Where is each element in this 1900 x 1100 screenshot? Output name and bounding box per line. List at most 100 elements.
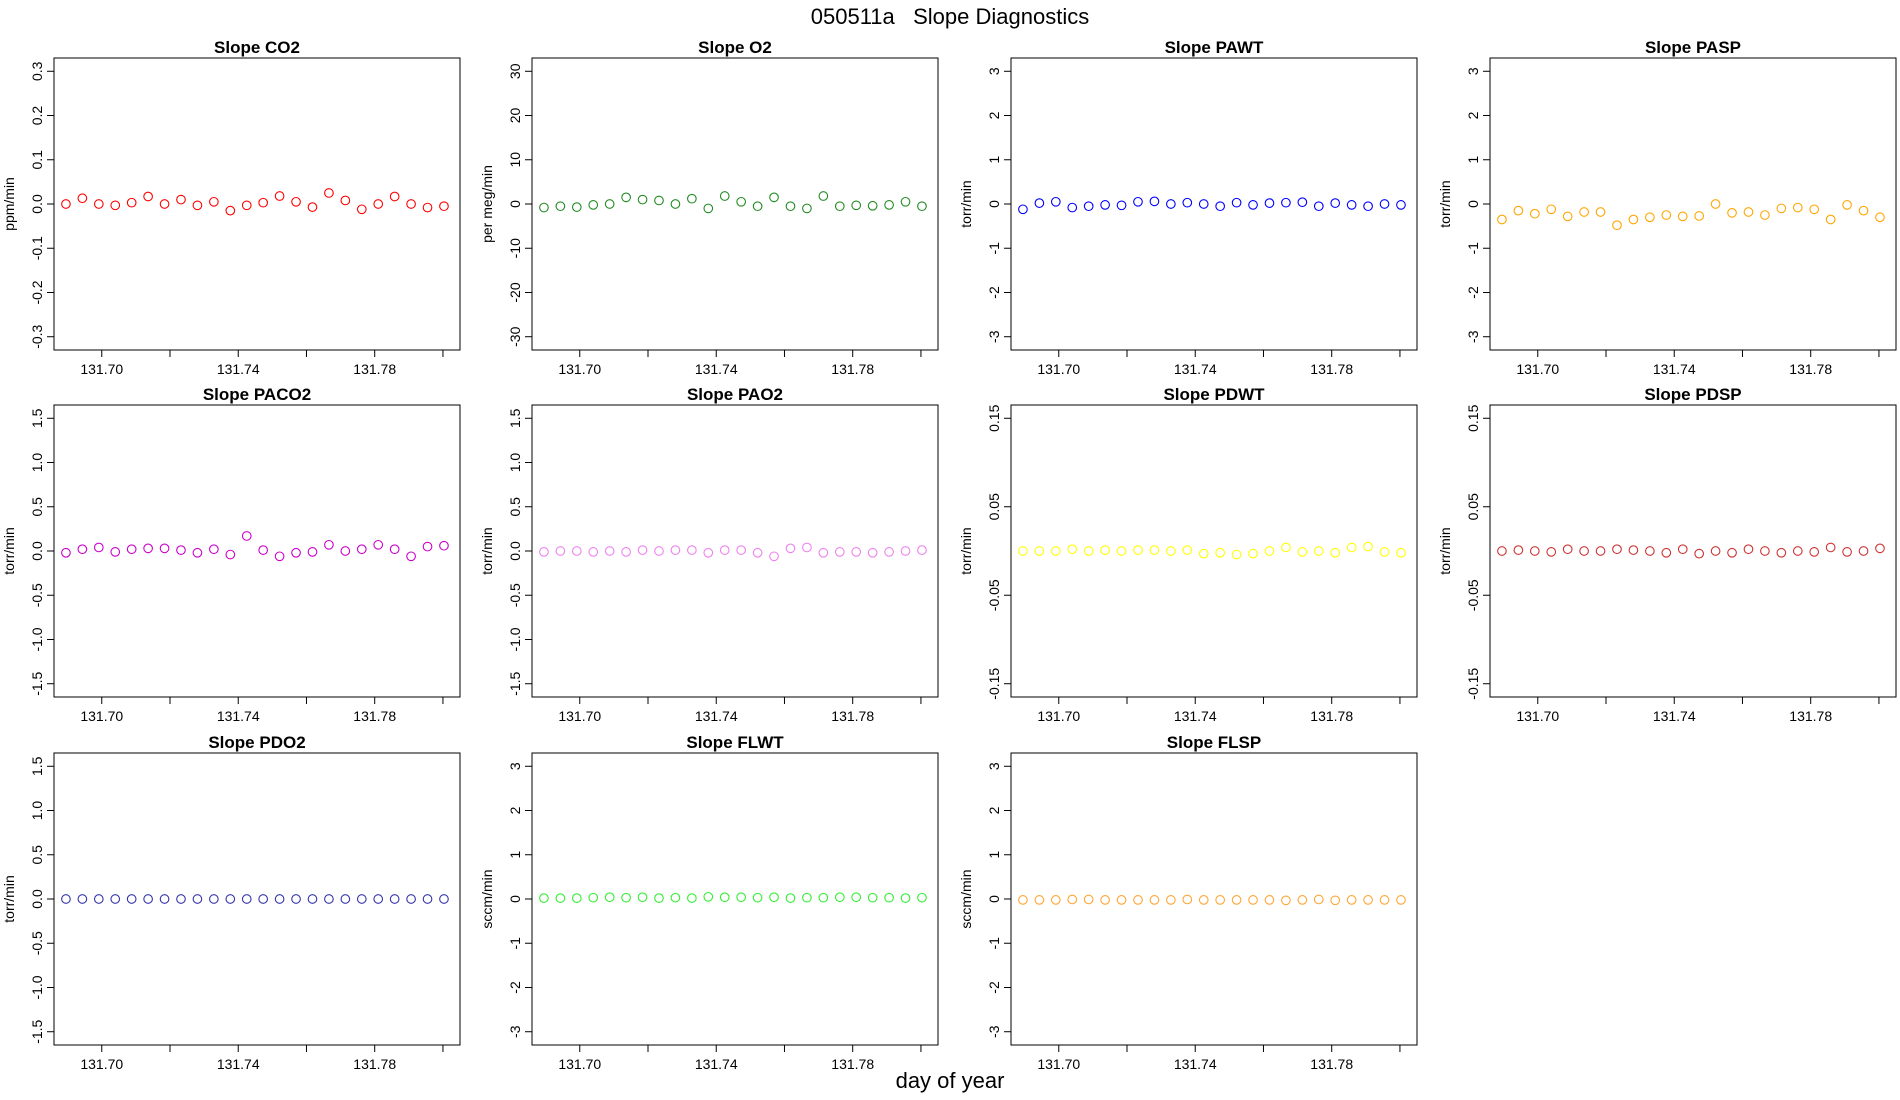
x-tick-label: 131.78 — [353, 1056, 396, 1072]
data-point — [422, 541, 433, 552]
x-tick-label: 131.70 — [80, 708, 123, 724]
data-point — [1083, 201, 1094, 212]
data-point — [1562, 211, 1573, 222]
data-point — [1248, 895, 1258, 905]
data-point — [670, 545, 681, 555]
y-tick-label: -1 — [986, 937, 1002, 950]
data-point — [1050, 895, 1061, 905]
x-tick-label: 131.78 — [1310, 708, 1353, 724]
data-point — [356, 894, 367, 904]
x-tick-label: 131.70 — [80, 361, 123, 377]
data-point — [1825, 542, 1836, 553]
data-point — [1363, 541, 1373, 552]
data-point — [802, 542, 812, 553]
y-tick-label: -3 — [986, 1025, 1002, 1038]
y-tick-label: 0 — [1465, 200, 1481, 208]
data-point — [241, 200, 252, 211]
data-point — [1792, 202, 1803, 213]
data-point — [1330, 895, 1341, 906]
data-point — [1842, 200, 1852, 210]
data-point — [1166, 895, 1176, 905]
data-point — [1067, 544, 1078, 555]
data-point — [769, 892, 779, 903]
data-point — [1546, 547, 1557, 557]
data-point — [307, 894, 318, 904]
x-tick-label: 131.78 — [831, 361, 874, 377]
data-point — [1628, 214, 1639, 225]
data-point — [1067, 202, 1078, 213]
data-point — [621, 192, 631, 203]
plot-frame — [53, 57, 461, 351]
data-point — [1133, 545, 1143, 555]
y-tick-label: -3 — [986, 330, 1002, 343]
data-point — [1297, 197, 1308, 208]
data-point — [258, 197, 269, 208]
y-tick-label: 0 — [986, 200, 1002, 208]
x-axis-caption: day of year — [895, 1068, 1005, 1093]
data-point — [1067, 894, 1078, 905]
data-point — [785, 543, 796, 554]
y-axis-label: torr/min — [479, 527, 495, 574]
data-point — [1809, 204, 1820, 215]
y-tick-label: -1.0 — [507, 627, 523, 651]
data-point — [604, 892, 615, 903]
x-tick-label: 131.70 — [558, 708, 601, 724]
data-point — [1529, 546, 1540, 556]
data-point — [555, 546, 566, 556]
y-tick-label: -0.05 — [986, 579, 1002, 611]
panel-title: Slope O2 — [698, 38, 772, 57]
data-point — [1546, 204, 1557, 215]
data-point — [539, 893, 549, 903]
x-tick-label: 131.74 — [1653, 361, 1696, 377]
y-tick-label: 10 — [507, 152, 523, 168]
panel-title: Slope PAWT — [1165, 38, 1264, 57]
data-point — [192, 200, 203, 211]
y-tick-label: 0.3 — [29, 61, 45, 81]
x-tick-label: 131.78 — [353, 361, 396, 377]
y-tick-label: 1 — [1465, 156, 1481, 164]
y-tick-label: 0.15 — [1465, 404, 1481, 431]
y-tick-label: 2 — [986, 806, 1002, 814]
data-point — [1727, 547, 1737, 558]
data-point — [851, 892, 862, 903]
x-tick-label: 131.74 — [695, 361, 738, 377]
y-axis-label: ppm/min — [1, 177, 17, 231]
data-point — [1513, 205, 1524, 216]
data-point — [1050, 546, 1061, 556]
data-point — [1677, 544, 1688, 555]
y-tick-label: 0 — [507, 895, 523, 903]
data-point — [1875, 543, 1885, 554]
data-point — [1346, 200, 1357, 210]
y-tick-label: 3 — [507, 762, 523, 770]
y-tick-label: 3 — [1465, 67, 1481, 75]
data-point — [1743, 544, 1754, 555]
data-point — [340, 894, 351, 904]
page-title: 050511a Slope Diagnostics — [810, 4, 1090, 29]
data-point — [1379, 895, 1390, 905]
data-point — [1825, 214, 1836, 225]
data-point — [1363, 201, 1373, 212]
y-tick-label: 30 — [507, 63, 523, 79]
y-tick-label: -2 — [986, 286, 1002, 299]
y-tick-label: -2 — [1465, 286, 1481, 299]
y-tick-label: -10 — [507, 238, 523, 258]
data-point — [752, 547, 763, 558]
x-tick-label: 131.70 — [1516, 708, 1559, 724]
data-point — [736, 545, 747, 555]
plot-frame — [1489, 404, 1897, 698]
data-point — [61, 547, 71, 558]
data-point — [1628, 545, 1639, 555]
y-tick-label: 1.5 — [29, 408, 45, 428]
data-point — [654, 546, 664, 556]
data-point — [110, 547, 121, 557]
y-tick-label: -1.5 — [29, 671, 45, 695]
data-point — [769, 192, 779, 203]
panel-slope-pasp: Slope PASP torr/min -3 -2 -1 0 1 2 3 131.70 131.74… — [1437, 38, 1897, 377]
data-point — [1595, 207, 1606, 217]
y-tick-label: -0.3 — [29, 324, 45, 348]
data-point — [571, 893, 582, 903]
data-point — [61, 199, 71, 209]
data-point — [752, 201, 763, 212]
y-tick-label: -1.0 — [29, 627, 45, 651]
y-tick-label: -0.5 — [29, 931, 45, 955]
